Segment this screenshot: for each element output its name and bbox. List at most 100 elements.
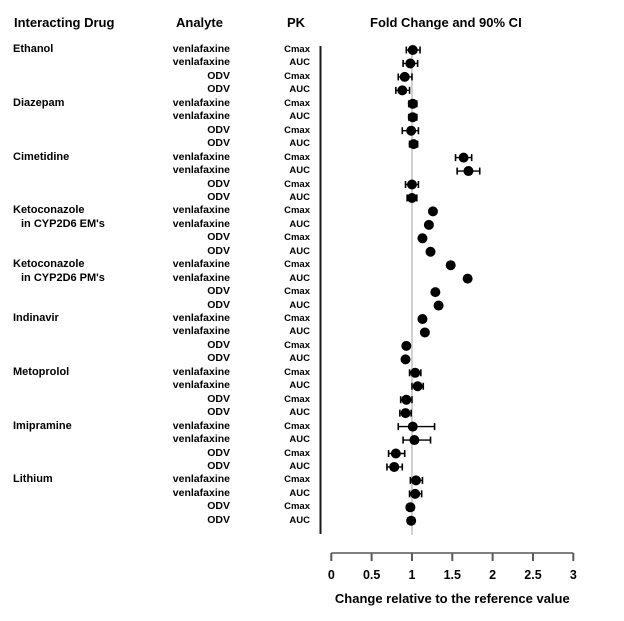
pk-label: AUC [289, 165, 310, 177]
table-row: venlafaxine AUC [0, 325, 320, 339]
pk-label: AUC [289, 138, 310, 150]
x-tick-label: 1.5 [444, 568, 461, 582]
point-dot [407, 98, 418, 109]
point-dot [423, 219, 434, 230]
point-dot [407, 421, 418, 432]
x-tick-label: 0 [328, 568, 335, 582]
table-row: Indinavir venlafaxine Cmax [0, 312, 320, 326]
table-row: Cimetidine venlafaxine Cmax [0, 151, 320, 165]
point-dot [407, 112, 418, 123]
point-dot [397, 85, 408, 96]
pk-label: Cmax [284, 313, 310, 324]
table-row: venlafaxine AUC [0, 56, 320, 70]
pk-label: Cmax [284, 474, 310, 486]
table-row: ODV Cmax [0, 393, 320, 407]
interacting-drug-label: Cimetidine [13, 150, 70, 163]
pk-label: AUC [289, 84, 310, 96]
analyte-label: venlafaxine [172, 433, 230, 446]
pk-label: AUC [289, 434, 310, 446]
table-row: Ketoconazole venlafaxine Cmax [0, 204, 320, 218]
analyte-label: ODV [207, 177, 230, 190]
column-header-fold-change: Fold Change and 90% CI [370, 15, 522, 30]
column-header-pk: PK [287, 15, 306, 30]
analyte-label: venlafaxine [172, 473, 230, 486]
point-dot [400, 354, 411, 365]
interacting-drug-label: Imipramine [13, 419, 72, 432]
point-dot [425, 246, 436, 257]
analyte-label: ODV [207, 244, 230, 257]
point-dot [407, 45, 418, 55]
table-row: venlafaxine AUC [0, 110, 320, 124]
pk-label: AUC [289, 272, 310, 284]
analyte-label: venlafaxine [172, 204, 230, 217]
analyte-label: ODV [207, 83, 230, 96]
pk-label: Cmax [284, 178, 310, 190]
analyte-label: ODV [207, 513, 230, 526]
table-row: venlafaxine AUC [0, 487, 320, 501]
table-row: Imipramine venlafaxine Cmax [0, 420, 320, 434]
table-row: ODV Cmax [0, 70, 320, 84]
point-dot [417, 233, 428, 244]
point-dot [417, 314, 428, 324]
point-dot [401, 340, 412, 351]
analyte-label: venlafaxine [172, 217, 230, 230]
point-dot [406, 515, 417, 526]
interacting-drug-label: in CYP2D6 PM's [21, 271, 105, 284]
point-dot [406, 179, 417, 190]
point-dot [405, 502, 416, 513]
point-dot [410, 488, 421, 499]
analyte-label: ODV [207, 500, 230, 513]
pk-label: Cmax [284, 205, 310, 217]
analyte-label: ODV [207, 352, 230, 365]
table-row: ODV Cmax [0, 124, 320, 138]
table-row: ODV Cmax [0, 500, 320, 514]
pk-label: Cmax [284, 420, 310, 432]
pk-label: Cmax [284, 393, 310, 405]
analyte-label: venlafaxine [172, 419, 230, 432]
point-dot [445, 260, 456, 271]
pk-label: Cmax [284, 501, 310, 513]
table-row: Diazepam venlafaxine Cmax [0, 97, 320, 111]
table-row: ODV AUC [0, 514, 320, 528]
analyte-label: ODV [207, 338, 230, 351]
pk-label: AUC [289, 460, 310, 472]
pk-label: AUC [289, 514, 310, 526]
table-row: ODV AUC [0, 137, 320, 151]
table-row: ODV AUC [0, 406, 320, 420]
x-tick-label: 2 [489, 568, 496, 582]
pk-label: Cmax [284, 259, 310, 271]
table-row: ODV AUC [0, 299, 320, 313]
analyte-label: venlafaxine [172, 486, 230, 499]
x-tick-label: 2.5 [524, 568, 541, 582]
pk-label: AUC [289, 245, 310, 257]
analyte-label: ODV [207, 298, 230, 311]
pk-label: Cmax [284, 44, 310, 55]
pk-label: Cmax [284, 151, 310, 163]
pk-label: Cmax [284, 366, 310, 378]
analyte-label: venlafaxine [172, 56, 230, 69]
table-row: venlafaxine AUC [0, 164, 320, 178]
point-dot [399, 71, 410, 82]
analyte-label: ODV [207, 231, 230, 244]
pk-label: Cmax [284, 70, 310, 82]
interacting-drug-label: Ketoconazole [13, 204, 85, 217]
point-dot [412, 381, 423, 392]
point-dot [411, 475, 422, 486]
point-dot [406, 125, 417, 136]
analyte-label: venlafaxine [172, 96, 230, 109]
table-row: ODV AUC [0, 83, 320, 97]
table-row: ODV Cmax [0, 339, 320, 353]
point-dot [400, 408, 411, 419]
pk-label: Cmax [284, 97, 310, 109]
pk-label: Cmax [284, 286, 310, 298]
pk-label: AUC [289, 57, 310, 69]
analyte-label: ODV [207, 69, 230, 82]
interacting-drug-label: in CYP2D6 EM's [21, 217, 105, 230]
column-header-analyte: Analyte [176, 15, 223, 30]
analyte-label: venlafaxine [172, 271, 230, 284]
x-tick-label: 3 [570, 568, 577, 582]
interacting-drug-label: Diazepam [13, 96, 65, 109]
table-row: ODV Cmax [0, 178, 320, 192]
